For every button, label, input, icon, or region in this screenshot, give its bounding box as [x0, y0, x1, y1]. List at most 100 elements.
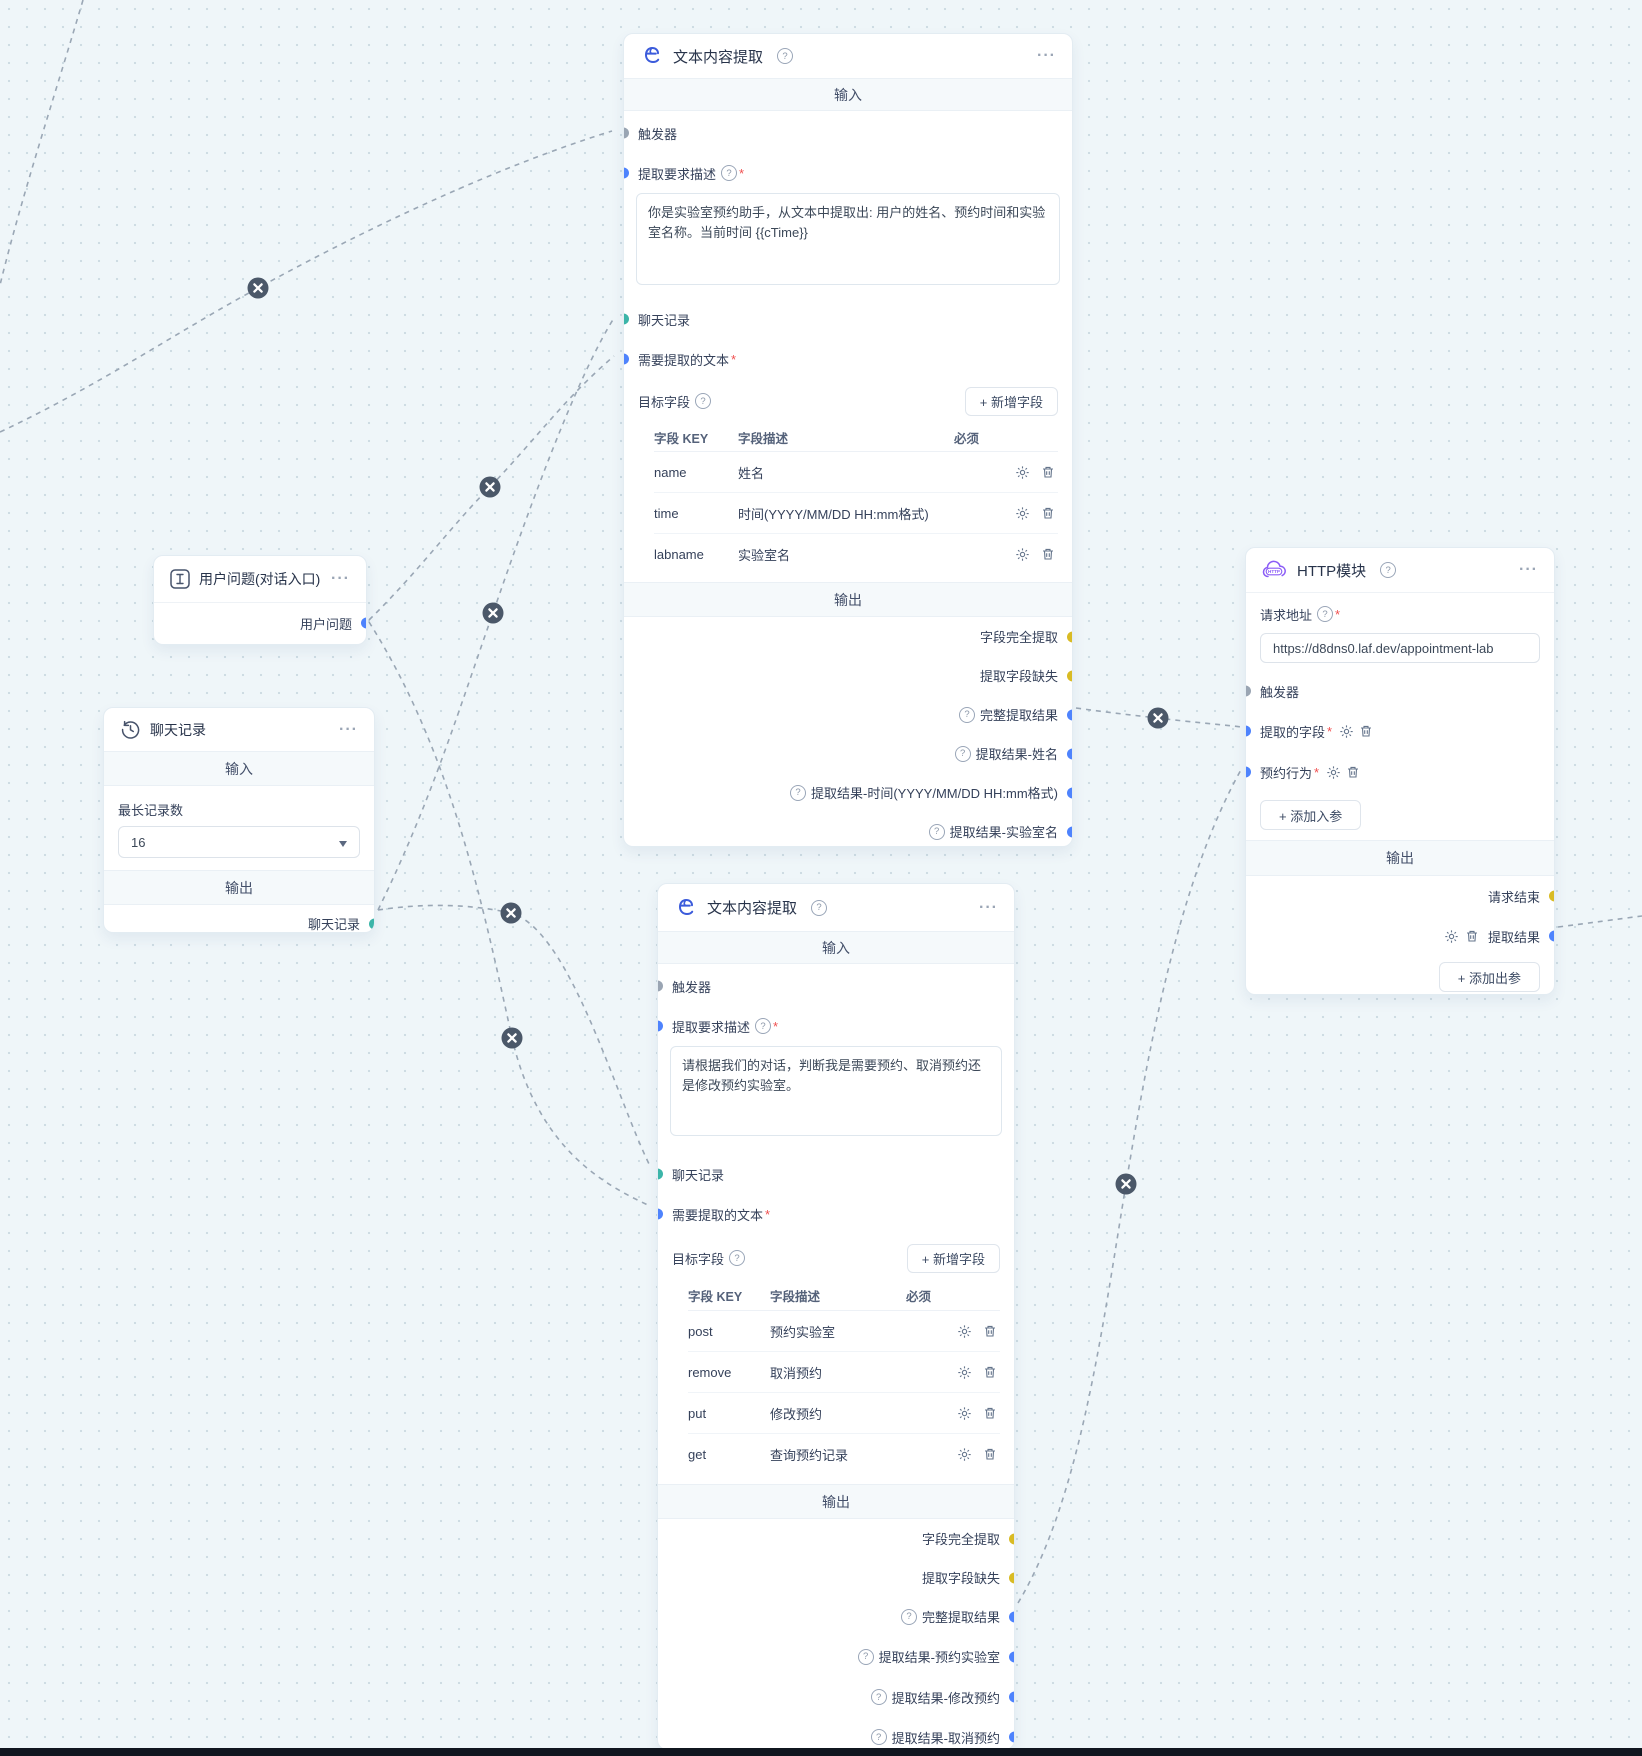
gear-icon[interactable] — [954, 1403, 974, 1423]
gear-icon[interactable] — [1012, 503, 1032, 523]
trash-icon[interactable] — [980, 1403, 1000, 1423]
node-menu-button[interactable] — [979, 899, 998, 917]
node-menu-button[interactable] — [1519, 561, 1538, 579]
help-icon[interactable] — [755, 1018, 772, 1034]
node-http-module[interactable]: HTTP HTTP模块 请求地址 https://d8dns0.laf.dev/… — [1245, 547, 1555, 995]
connector-trigger[interactable] — [624, 127, 629, 139]
help-icon[interactable] — [954, 745, 971, 762]
required-asterisk — [773, 1019, 778, 1034]
connection-delete-button[interactable] — [482, 602, 504, 624]
node-text-extract-2[interactable]: 文本内容提取 输入 触发器 提取要求描述 请根据我们的对话，判断我是需要预约、取… — [657, 883, 1015, 1750]
help-icon[interactable] — [900, 1608, 917, 1625]
connector-output[interactable] — [369, 918, 374, 929]
add-field-button[interactable]: + 新增字段 — [906, 1243, 1000, 1273]
gear-icon[interactable] — [1442, 926, 1462, 946]
extract-desc-textarea[interactable]: 请根据我们的对话，判断我是需要预约、取消预约还是修改预约实验室。 — [670, 1046, 1002, 1136]
number-stepper[interactable] — [339, 838, 347, 847]
connector-output[interactable] — [1009, 1611, 1014, 1622]
connector-extract-desc[interactable] — [624, 167, 629, 179]
connector-trigger[interactable] — [658, 980, 663, 992]
help-icon[interactable] — [777, 48, 794, 64]
trash-icon[interactable] — [1343, 762, 1363, 782]
gear-icon[interactable] — [1012, 544, 1032, 564]
max-records-input[interactable]: 16 — [118, 826, 360, 858]
help-icon[interactable] — [870, 1689, 887, 1705]
connection-delete-button[interactable] — [479, 476, 501, 498]
node-menu-button[interactable] — [331, 570, 350, 588]
required-asterisk — [1314, 765, 1319, 780]
output-section-header: 输出 — [1246, 840, 1554, 876]
help-icon[interactable] — [695, 393, 712, 409]
gear-icon[interactable] — [1323, 762, 1343, 782]
gear-icon[interactable] — [1012, 462, 1032, 482]
help-icon[interactable] — [928, 823, 945, 840]
node-chat-record[interactable]: 聊天记录 输入 最长记录数 16 输出 聊天记录 — [103, 707, 375, 933]
connector-text-to-extract[interactable] — [658, 1208, 663, 1220]
node-text-extract-1[interactable]: 文本内容提取 输入 触发器 提取要求描述 你是实验室预约助手，从文本中提取出: … — [623, 33, 1073, 847]
help-icon[interactable] — [729, 1250, 746, 1266]
trash-icon[interactable] — [980, 1362, 1000, 1382]
stepper-down-icon[interactable] — [339, 840, 347, 847]
gear-icon[interactable] — [954, 1321, 974, 1341]
trash-icon[interactable] — [980, 1444, 1000, 1464]
connector-action[interactable] — [1246, 766, 1251, 778]
help-icon[interactable] — [857, 1648, 874, 1665]
input-row-chat-history: 聊天记录 — [624, 305, 1072, 333]
window-bottom-edge — [0, 1748, 1642, 1756]
target-fields-header: 目标字段 + 新增字段 — [624, 386, 1072, 416]
trash-icon[interactable] — [980, 1321, 1000, 1341]
node-user-question[interactable]: 用户问题(对话入口) 用户问题 — [153, 555, 367, 645]
add-output-button[interactable]: + 添加出参 — [1438, 962, 1540, 992]
help-icon[interactable] — [811, 899, 828, 916]
help-icon[interactable] — [1380, 562, 1397, 578]
connector-output[interactable] — [1009, 1731, 1014, 1743]
connector-output[interactable] — [1009, 1691, 1014, 1703]
help-icon[interactable] — [870, 1729, 887, 1745]
connector-output[interactable] — [1009, 1533, 1014, 1544]
connector-output[interactable] — [361, 617, 366, 629]
connector-output[interactable] — [1067, 748, 1072, 759]
connector-chat-history[interactable] — [658, 1168, 663, 1180]
connector-extracted-fields[interactable] — [1246, 725, 1251, 737]
connector-output[interactable] — [1067, 631, 1072, 642]
help-icon[interactable] — [721, 165, 738, 181]
connector-output[interactable] — [1067, 670, 1072, 681]
trash-icon[interactable] — [1038, 462, 1058, 482]
input-row-extract-desc: 提取要求描述 — [624, 159, 1072, 187]
trash-icon[interactable] — [1038, 544, 1058, 564]
gear-icon[interactable] — [954, 1444, 974, 1464]
add-field-button[interactable]: + 新增字段 — [964, 386, 1058, 416]
text-extract-icon — [640, 44, 664, 68]
help-icon[interactable] — [958, 706, 975, 723]
connector-output[interactable] — [1549, 930, 1554, 942]
node-menu-button[interactable] — [339, 721, 358, 739]
connector-output[interactable] — [1067, 709, 1072, 720]
connector-chat-history[interactable] — [624, 313, 629, 325]
extract-desc-textarea[interactable]: 你是实验室预约助手，从文本中提取出: 用户的姓名、预约时间和实验室名称。当前时间… — [636, 193, 1060, 285]
connector-output[interactable] — [1067, 826, 1072, 837]
url-input[interactable]: https://d8dns0.laf.dev/appointment-lab — [1260, 633, 1540, 663]
connection-delete-button[interactable] — [500, 902, 522, 924]
connector-output[interactable] — [1067, 787, 1072, 798]
connection-delete-button[interactable] — [501, 1027, 523, 1049]
connector-text-to-extract[interactable] — [624, 353, 629, 365]
trash-icon[interactable] — [1038, 503, 1058, 523]
trash-icon[interactable] — [1356, 721, 1376, 741]
gear-icon[interactable] — [1336, 721, 1356, 741]
help-icon[interactable] — [790, 784, 806, 801]
connector-output[interactable] — [1009, 1572, 1014, 1583]
connection-delete-button[interactable] — [1115, 1173, 1137, 1195]
gear-icon[interactable] — [954, 1362, 974, 1382]
trash-icon[interactable] — [1462, 926, 1482, 946]
connector-extract-desc[interactable] — [658, 1020, 663, 1032]
help-icon[interactable] — [1317, 606, 1334, 622]
node-menu-button[interactable] — [1037, 47, 1056, 65]
add-input-button[interactable]: + 添加入参 — [1260, 800, 1362, 830]
connection-line — [0, 130, 613, 433]
connector-output[interactable] — [1009, 1651, 1014, 1662]
connection-delete-button[interactable] — [247, 277, 269, 299]
connector-output[interactable] — [1549, 890, 1554, 902]
connector-trigger[interactable] — [1246, 685, 1251, 697]
connection-delete-button[interactable] — [1147, 707, 1169, 729]
